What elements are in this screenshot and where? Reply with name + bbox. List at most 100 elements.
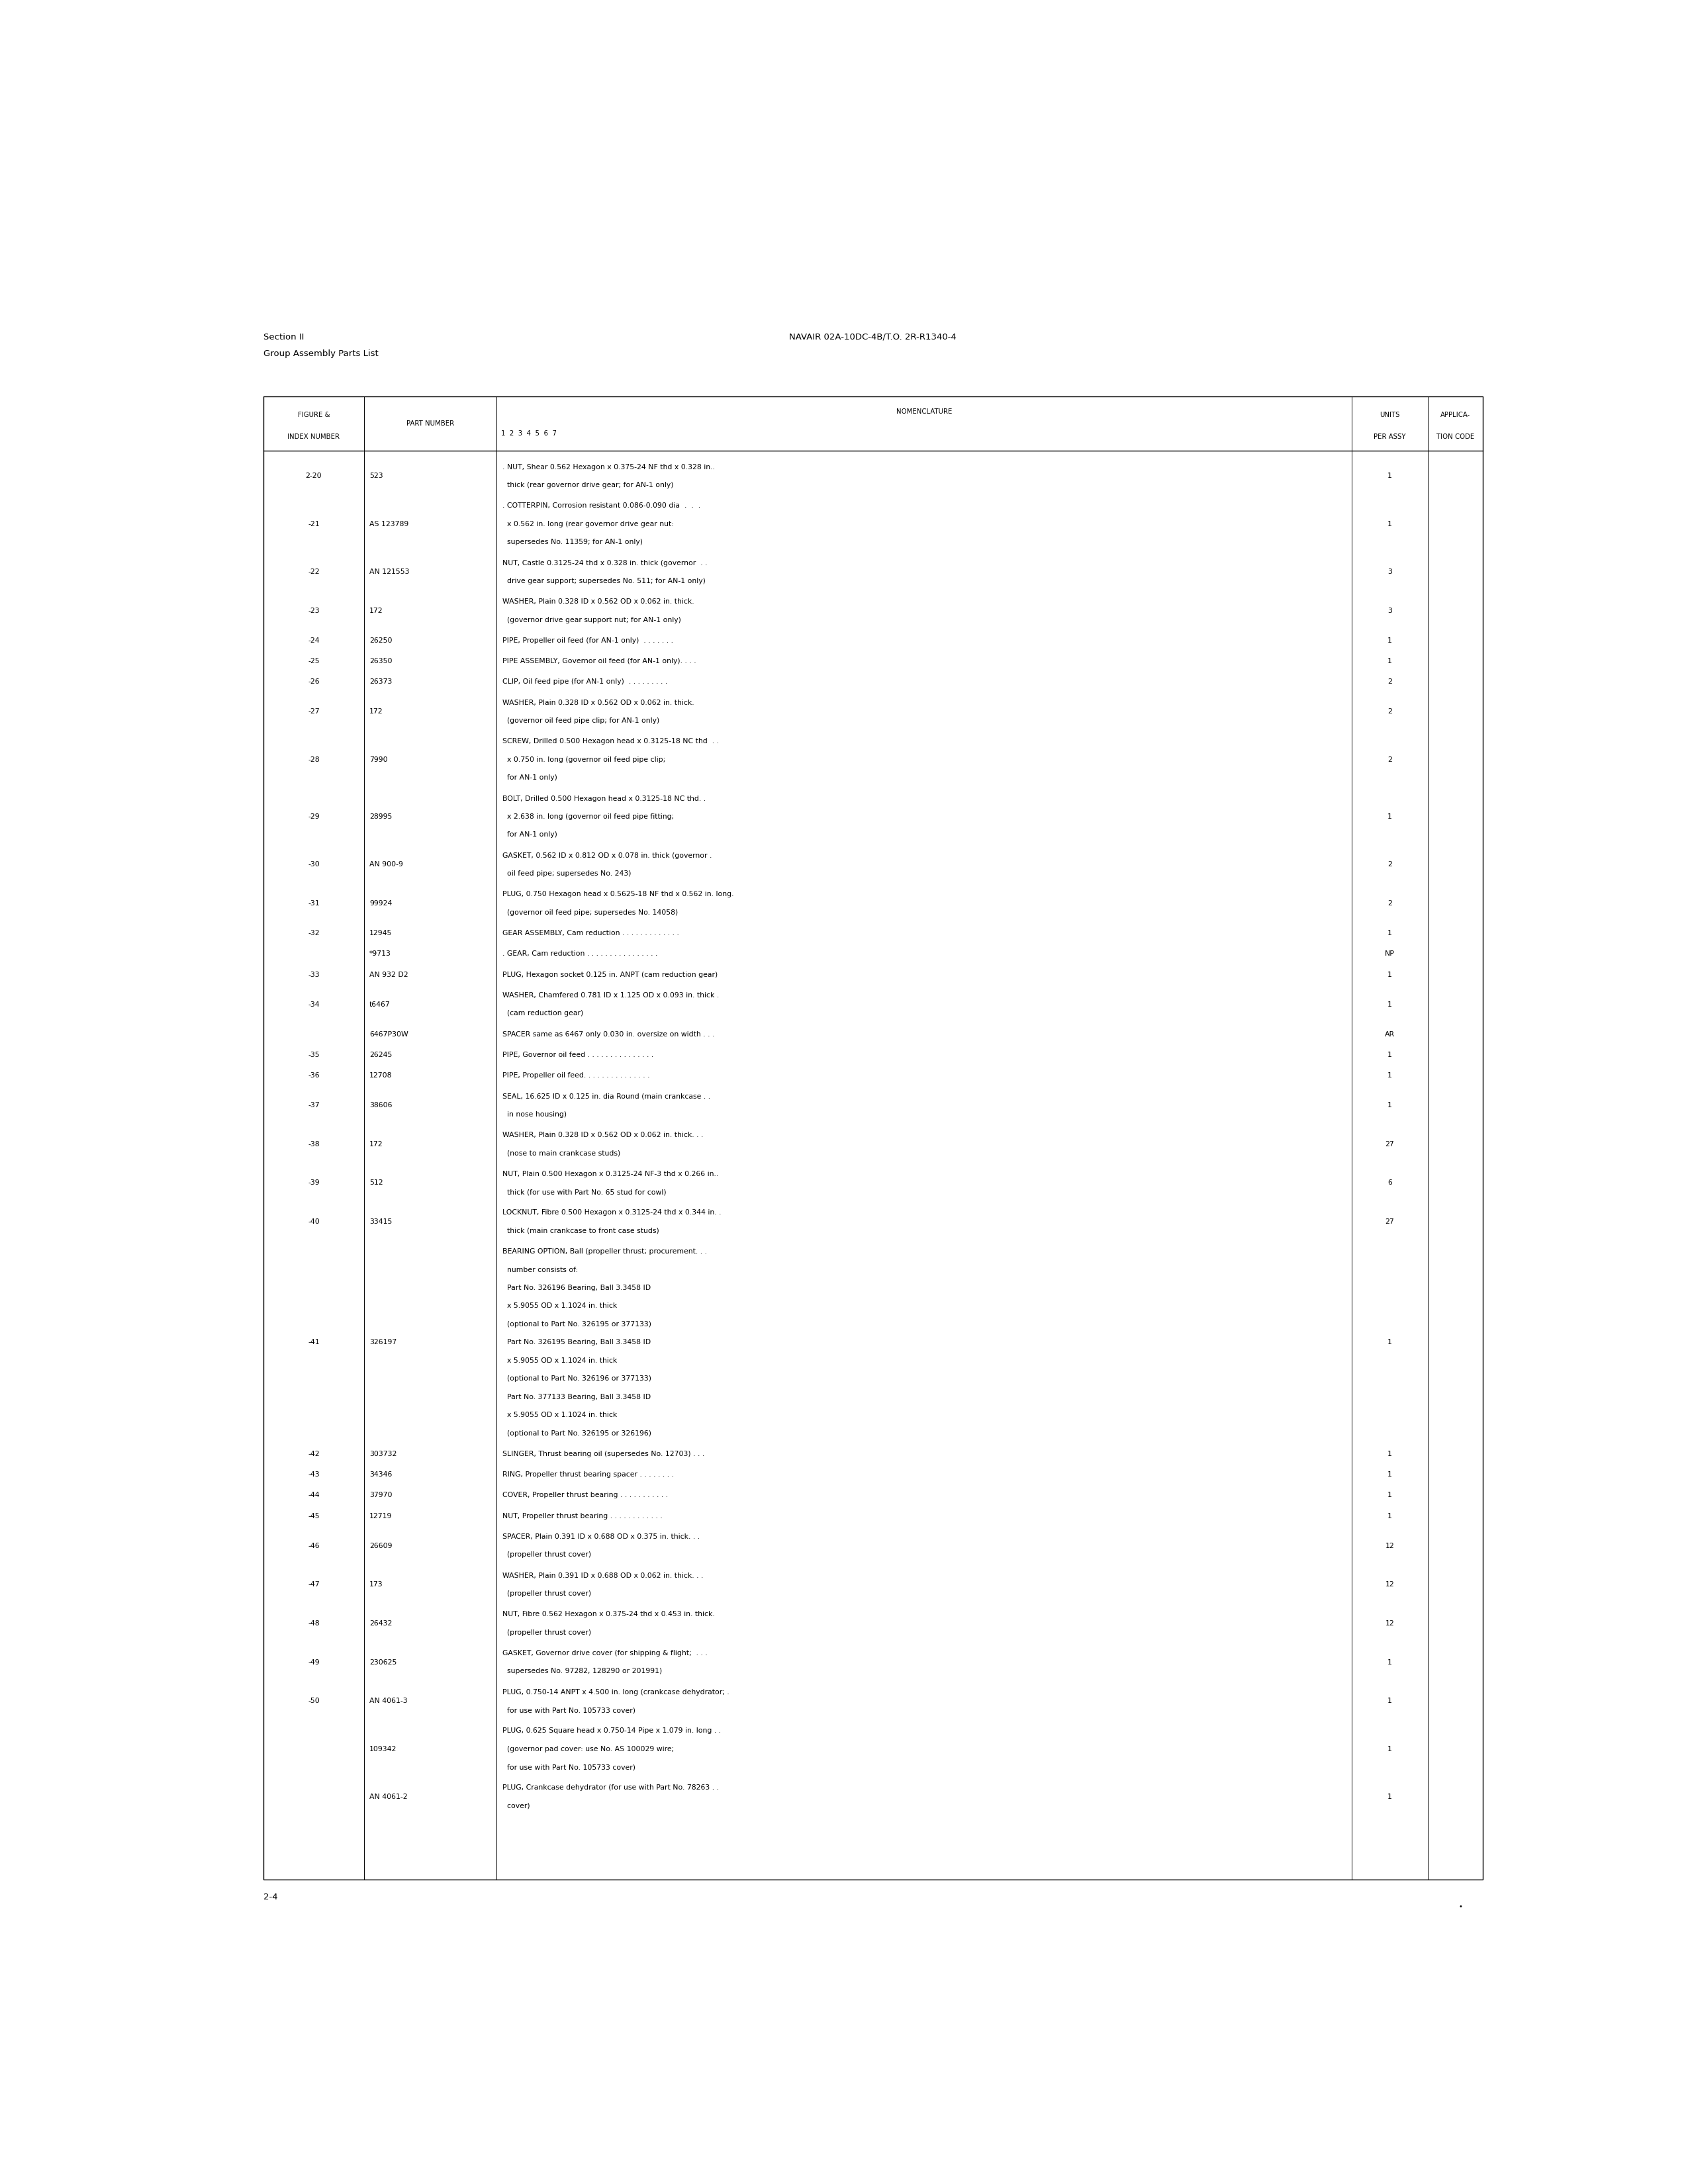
Text: 27: 27 — [1386, 1140, 1394, 1147]
Text: 38606: 38606 — [370, 1103, 392, 1109]
Text: 12: 12 — [1386, 1542, 1394, 1548]
Text: supersedes No. 11359; for AN-1 only): supersedes No. 11359; for AN-1 only) — [503, 539, 643, 546]
Text: BEARING OPTION, Ball (propeller thrust; procurement. . .: BEARING OPTION, Ball (propeller thrust; … — [503, 1249, 707, 1256]
Text: thick (for use with Part No. 65 stud for cowl): thick (for use with Part No. 65 stud for… — [503, 1188, 667, 1195]
Text: (propeller thrust cover): (propeller thrust cover) — [503, 1590, 591, 1597]
Text: PLUG, Crankcase dehydrator (for use with Part No. 78263 . .: PLUG, Crankcase dehydrator (for use with… — [503, 1784, 719, 1791]
Text: -48: -48 — [307, 1621, 319, 1627]
Text: NUT, Castle 0.3125-24 thd x 0.328 in. thick (governor  . .: NUT, Castle 0.3125-24 thd x 0.328 in. th… — [503, 559, 707, 566]
Text: -49: -49 — [307, 1660, 319, 1666]
Text: -43: -43 — [307, 1472, 319, 1479]
Text: NOMENCLATURE: NOMENCLATURE — [896, 408, 952, 415]
Text: 6467P30W: 6467P30W — [370, 1031, 408, 1037]
Text: 1: 1 — [1388, 1514, 1393, 1520]
Text: for use with Part No. 105733 cover): for use with Part No. 105733 cover) — [503, 1765, 636, 1771]
Text: APPLICA-: APPLICA- — [1440, 411, 1470, 419]
Text: 26373: 26373 — [370, 679, 392, 686]
Text: (optional to Part No. 326195 or 377133): (optional to Part No. 326195 or 377133) — [503, 1321, 652, 1328]
Text: in nose housing): in nose housing) — [503, 1112, 567, 1118]
Text: t6467: t6467 — [370, 1000, 390, 1007]
Text: 12: 12 — [1386, 1581, 1394, 1588]
Text: 1: 1 — [1388, 657, 1393, 664]
Text: GASKET, 0.562 ID x 0.812 OD x 0.078 in. thick (governor .: GASKET, 0.562 ID x 0.812 OD x 0.078 in. … — [503, 852, 712, 858]
Text: -39: -39 — [307, 1179, 319, 1186]
Text: AN 4061-2: AN 4061-2 — [370, 1793, 407, 1800]
Text: -24: -24 — [307, 638, 319, 644]
Text: 7990: 7990 — [370, 756, 388, 762]
Text: AS 123789: AS 123789 — [370, 520, 408, 526]
Text: 230625: 230625 — [370, 1660, 397, 1666]
Text: GASKET, Governor drive cover (for shipping & flight;  . . .: GASKET, Governor drive cover (for shippi… — [503, 1649, 707, 1655]
Text: -46: -46 — [307, 1542, 319, 1548]
Text: 26250: 26250 — [370, 638, 392, 644]
Text: 512: 512 — [370, 1179, 383, 1186]
Text: (propeller thrust cover): (propeller thrust cover) — [503, 1551, 591, 1557]
Text: -50: -50 — [307, 1697, 319, 1704]
Text: NP: NP — [1384, 950, 1394, 957]
Text: . GEAR, Cam reduction . . . . . . . . . . . . . . . .: . GEAR, Cam reduction . . . . . . . . . … — [503, 950, 658, 957]
Text: 1: 1 — [1388, 520, 1393, 526]
Text: NUT, Fibre 0.562 Hexagon x 0.375-24 thd x 0.453 in. thick.: NUT, Fibre 0.562 Hexagon x 0.375-24 thd … — [503, 1612, 716, 1618]
Text: INDEX NUMBER: INDEX NUMBER — [287, 435, 339, 441]
Text: -28: -28 — [307, 756, 319, 762]
Text: 33415: 33415 — [370, 1219, 392, 1225]
Text: supersedes No. 97282, 128290 or 201991): supersedes No. 97282, 128290 or 201991) — [503, 1669, 662, 1675]
Text: BOLT, Drilled 0.500 Hexagon head x 0.3125-18 NC thd. .: BOLT, Drilled 0.500 Hexagon head x 0.312… — [503, 795, 706, 802]
Text: for use with Part No. 105733 cover): for use with Part No. 105733 cover) — [503, 1708, 636, 1714]
Text: 173: 173 — [370, 1581, 383, 1588]
Text: 2: 2 — [1388, 860, 1393, 867]
Text: 6: 6 — [1388, 1179, 1393, 1186]
Text: . COTTERPIN, Corrosion resistant 0.086-0.090 dia  .  .  .: . COTTERPIN, Corrosion resistant 0.086-0… — [503, 502, 701, 509]
Text: 12945: 12945 — [370, 930, 392, 937]
Text: Part No. 377133 Bearing, Ball 3.3458 ID: Part No. 377133 Bearing, Ball 3.3458 ID — [503, 1393, 652, 1400]
Text: cover): cover) — [503, 1802, 530, 1808]
Text: PER ASSY: PER ASSY — [1374, 435, 1406, 441]
Text: SCREW, Drilled 0.500 Hexagon head x 0.3125-18 NC thd  . .: SCREW, Drilled 0.500 Hexagon head x 0.31… — [503, 738, 719, 745]
Text: x 2.638 in. long (governor oil feed pipe fitting;: x 2.638 in. long (governor oil feed pipe… — [503, 812, 674, 819]
Text: COVER, Propeller thrust bearing . . . . . . . . . . .: COVER, Propeller thrust bearing . . . . … — [503, 1492, 668, 1498]
Text: 1: 1 — [1388, 1745, 1393, 1752]
Text: -44: -44 — [307, 1492, 319, 1498]
Text: 1: 1 — [1388, 1450, 1393, 1457]
Text: 326197: 326197 — [370, 1339, 397, 1345]
Text: 26609: 26609 — [370, 1542, 392, 1548]
Text: -45: -45 — [307, 1514, 319, 1520]
Text: 1: 1 — [1388, 1793, 1393, 1800]
Text: AN 4061-3: AN 4061-3 — [370, 1697, 407, 1704]
Text: 1  2  3  4  5  6  7: 1 2 3 4 5 6 7 — [501, 430, 557, 437]
Text: 26432: 26432 — [370, 1621, 392, 1627]
Text: AR: AR — [1384, 1031, 1394, 1037]
Text: -38: -38 — [307, 1140, 319, 1147]
Text: thick (main crankcase to front case studs): thick (main crankcase to front case stud… — [503, 1227, 660, 1234]
Text: -33: -33 — [307, 972, 319, 978]
Text: 28995: 28995 — [370, 812, 392, 819]
Text: 3: 3 — [1388, 568, 1393, 574]
Text: . NUT, Shear 0.562 Hexagon x 0.375-24 NF thd x 0.328 in..: . NUT, Shear 0.562 Hexagon x 0.375-24 NF… — [503, 463, 716, 470]
Text: PART NUMBER: PART NUMBER — [407, 419, 454, 426]
Text: •: • — [1458, 1904, 1462, 1911]
Text: -27: -27 — [307, 708, 319, 714]
Text: drive gear support; supersedes No. 511; for AN-1 only): drive gear support; supersedes No. 511; … — [503, 579, 706, 585]
Text: oil feed pipe; supersedes No. 243): oil feed pipe; supersedes No. 243) — [503, 871, 631, 878]
Text: x 5.9055 OD x 1.1024 in. thick: x 5.9055 OD x 1.1024 in. thick — [503, 1304, 618, 1310]
Text: 2: 2 — [1388, 708, 1393, 714]
Text: 34346: 34346 — [370, 1472, 392, 1479]
Text: LOCKNUT, Fibre 0.500 Hexagon x 0.3125-24 thd x 0.344 in. .: LOCKNUT, Fibre 0.500 Hexagon x 0.3125-24… — [503, 1210, 721, 1216]
Text: 99924: 99924 — [370, 900, 392, 906]
Text: UNITS: UNITS — [1379, 411, 1399, 419]
Text: -36: -36 — [307, 1072, 319, 1079]
Text: NUT, Propeller thrust bearing . . . . . . . . . . . .: NUT, Propeller thrust bearing . . . . . … — [503, 1514, 663, 1520]
Text: 12719: 12719 — [370, 1514, 392, 1520]
Text: PLUG, Hexagon socket 0.125 in. ANPT (cam reduction gear): PLUG, Hexagon socket 0.125 in. ANPT (cam… — [503, 972, 717, 978]
Text: *9713: *9713 — [370, 950, 392, 957]
Text: 1: 1 — [1388, 972, 1393, 978]
Bar — [263, 397, 1482, 1880]
Text: 1: 1 — [1388, 1051, 1393, 1057]
Text: number consists of:: number consists of: — [503, 1267, 579, 1273]
Text: 1: 1 — [1388, 1697, 1393, 1704]
Text: -37: -37 — [307, 1103, 319, 1109]
Text: PLUG, 0.750 Hexagon head x 0.5625-18 NF thd x 0.562 in. long.: PLUG, 0.750 Hexagon head x 0.5625-18 NF … — [503, 891, 734, 898]
Text: -25: -25 — [307, 657, 319, 664]
Text: 2-20: 2-20 — [306, 474, 322, 480]
Text: 172: 172 — [370, 1140, 383, 1147]
